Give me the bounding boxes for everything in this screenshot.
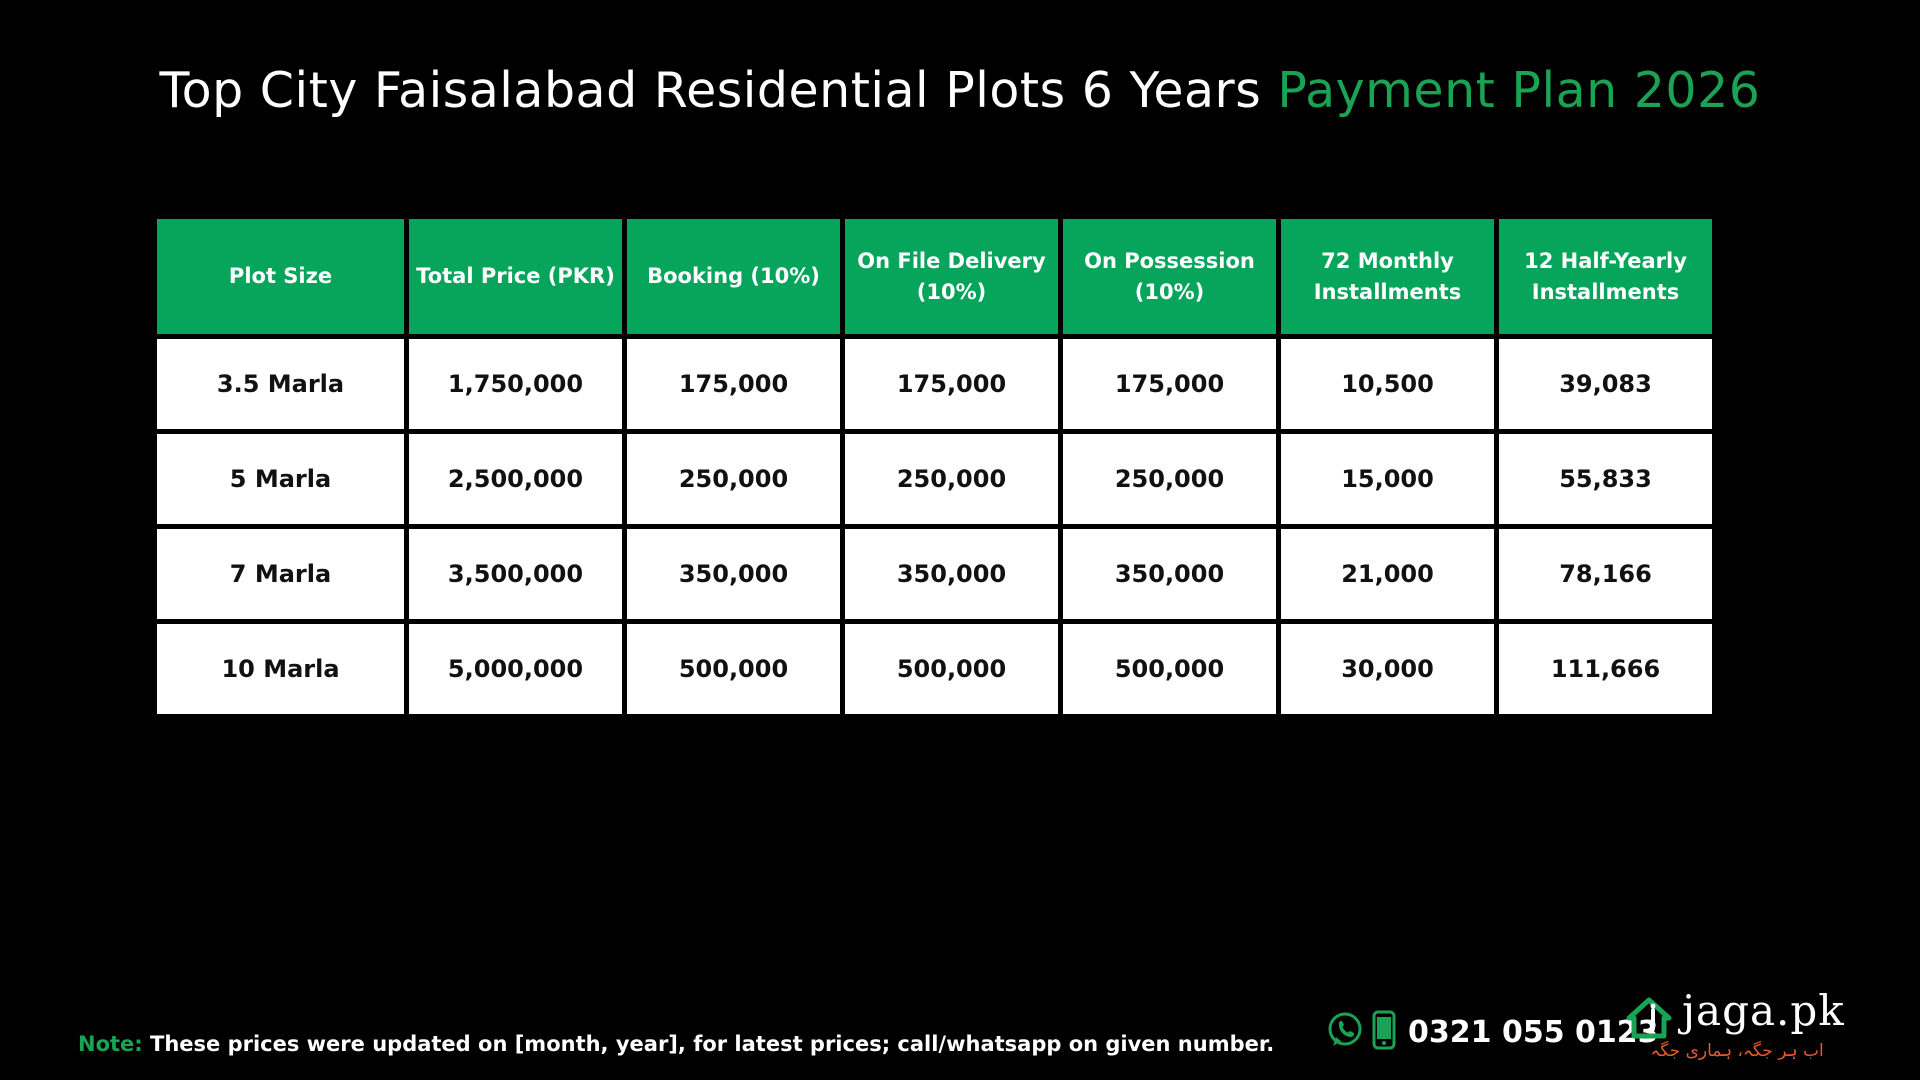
cell-half-yearly: 39,083 [1499, 339, 1712, 429]
table-header-row: Plot Size Total Price (PKR) Booking (10%… [157, 219, 1712, 334]
cell-file-delivery: 350,000 [845, 529, 1058, 619]
payment-plan-table: Plot Size Total Price (PKR) Booking (10%… [152, 214, 1717, 719]
note-text: These prices were updated on [month, yea… [150, 1032, 1275, 1056]
note-label: Note: [78, 1032, 143, 1056]
cell-total-price: 1,750,000 [409, 339, 622, 429]
cell-total-price: 3,500,000 [409, 529, 622, 619]
brand-tagline: اب ہر جگہ، ہماری جگہ [1650, 1041, 1824, 1061]
header-half-yearly-installments: 12 Half-Yearly Installments [1499, 219, 1712, 334]
header-monthly-installments: 72 Monthly Installments [1281, 219, 1494, 334]
cell-half-yearly: 55,833 [1499, 434, 1712, 524]
cell-half-yearly: 111,666 [1499, 624, 1712, 714]
house-logo-icon [1626, 996, 1672, 1045]
cell-file-delivery: 175,000 [845, 339, 1058, 429]
cell-file-delivery: 250,000 [845, 434, 1058, 524]
whatsapp-icon [1326, 1011, 1364, 1054]
footer-note: Note: These prices were updated on [mont… [78, 1032, 1274, 1056]
header-total-price: Total Price (PKR) [409, 219, 622, 334]
table-row: 10 Marla 5,000,000 500,000 500,000 500,0… [157, 624, 1712, 714]
title-main: Top City Faisalabad Residential Plots 6 … [159, 62, 1262, 119]
cell-monthly: 10,500 [1281, 339, 1494, 429]
table-row: 7 Marla 3,500,000 350,000 350,000 350,00… [157, 529, 1712, 619]
cell-plot-size: 3.5 Marla [157, 339, 404, 429]
header-plot-size: Plot Size [157, 219, 404, 334]
cell-booking: 250,000 [627, 434, 840, 524]
cell-monthly: 15,000 [1281, 434, 1494, 524]
header-file-delivery: On File Delivery (10%) [845, 219, 1058, 334]
title-accent: Payment Plan 2026 [1277, 62, 1761, 119]
table-row: 5 Marla 2,500,000 250,000 250,000 250,00… [157, 434, 1712, 524]
contact-info: 0321 055 0123 [1326, 1010, 1659, 1054]
mobile-phone-icon [1372, 1010, 1396, 1055]
page-title: Top City Faisalabad Residential Plots 6 … [0, 62, 1920, 119]
cell-monthly: 30,000 [1281, 624, 1494, 714]
cell-booking: 175,000 [627, 339, 840, 429]
cell-plot-size: 5 Marla [157, 434, 404, 524]
brand-name: jaga.pk [1682, 986, 1845, 1035]
cell-total-price: 2,500,000 [409, 434, 622, 524]
jaga-logo: jaga.pk اب ہر جگہ، ہماری جگہ [1626, 986, 1844, 1066]
cell-half-yearly: 78,166 [1499, 529, 1712, 619]
cell-plot-size: 7 Marla [157, 529, 404, 619]
cell-booking: 500,000 [627, 624, 840, 714]
cell-booking: 350,000 [627, 529, 840, 619]
cell-possession: 350,000 [1063, 529, 1276, 619]
header-possession: On Possession (10%) [1063, 219, 1276, 334]
cell-monthly: 21,000 [1281, 529, 1494, 619]
cell-total-price: 5,000,000 [409, 624, 622, 714]
table-row: 3.5 Marla 1,750,000 175,000 175,000 175,… [157, 339, 1712, 429]
cell-possession: 250,000 [1063, 434, 1276, 524]
cell-file-delivery: 500,000 [845, 624, 1058, 714]
header-booking: Booking (10%) [627, 219, 840, 334]
contact-phone-number[interactable]: 0321 055 0123 [1408, 1014, 1659, 1050]
cell-plot-size: 10 Marla [157, 624, 404, 714]
cell-possession: 500,000 [1063, 624, 1276, 714]
cell-possession: 175,000 [1063, 339, 1276, 429]
